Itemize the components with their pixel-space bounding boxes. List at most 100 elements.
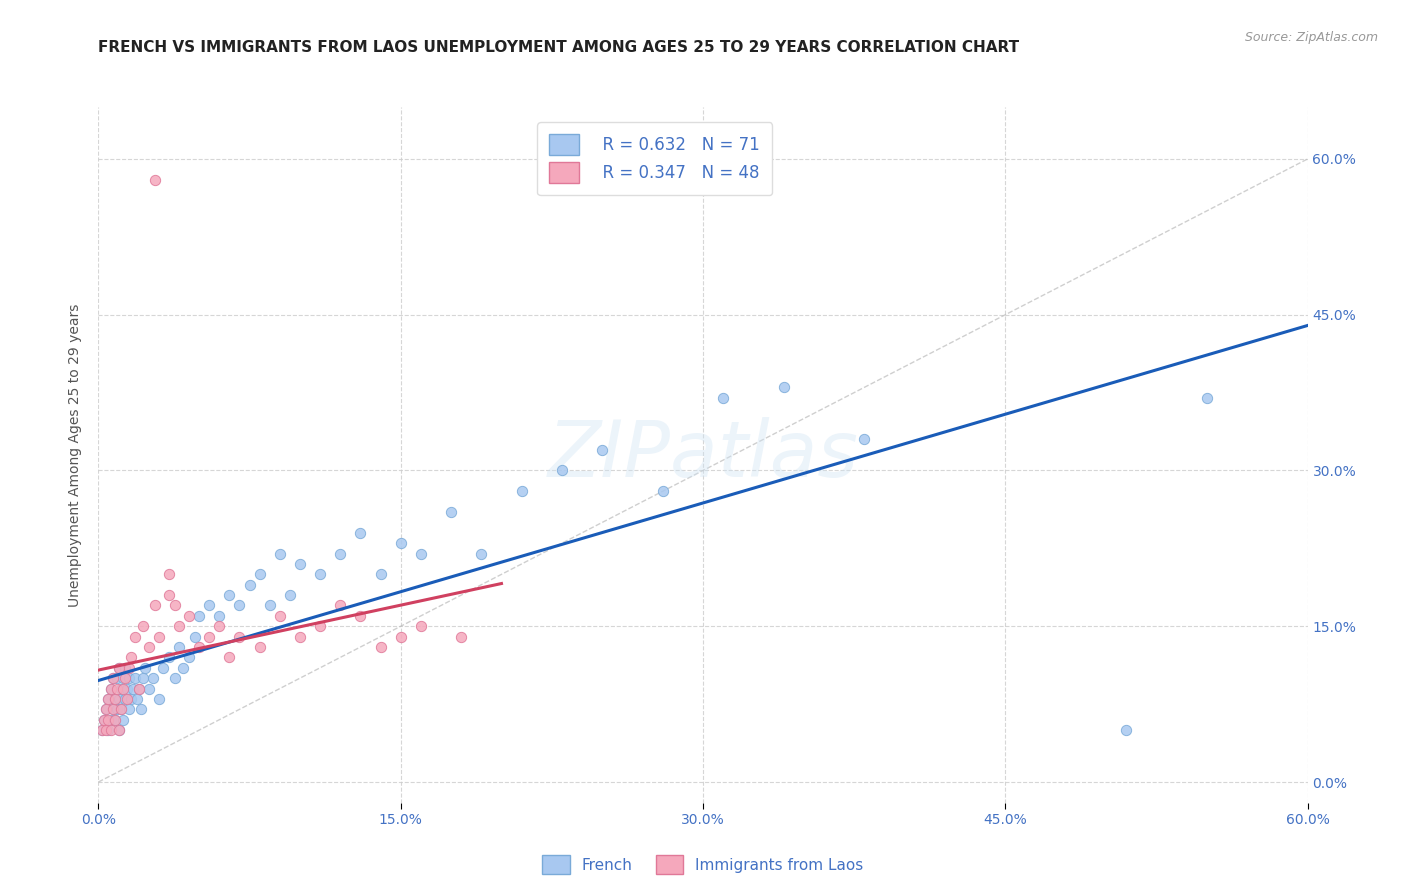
Point [121, 681, 143, 696]
Y-axis label: Unemployment Among Ages 25 to 29 years: Unemployment Among Ages 25 to 29 years [69, 303, 83, 607]
Point [288, 630, 311, 644]
Point [101, 671, 124, 685]
Point [107, 661, 129, 675]
Point [179, 608, 201, 623]
Point [103, 692, 125, 706]
Point [100, 723, 122, 738]
Point [188, 608, 211, 623]
Point [249, 640, 271, 654]
Point [269, 547, 291, 561]
Point [91, 723, 114, 738]
Point [591, 442, 613, 457]
Point [93, 713, 115, 727]
Point [198, 599, 221, 613]
Point [228, 599, 250, 613]
Point [97, 692, 120, 706]
Point [97, 723, 120, 738]
Point [309, 619, 332, 633]
Point [105, 671, 128, 685]
Point [107, 661, 129, 675]
Point [163, 671, 186, 685]
Point [218, 588, 240, 602]
Point [440, 505, 463, 519]
Point [100, 713, 122, 727]
Point [167, 619, 190, 633]
Point [118, 671, 141, 685]
Point [389, 536, 412, 550]
Point [128, 681, 150, 696]
Point [96, 702, 118, 716]
Point [97, 713, 120, 727]
Point [132, 671, 155, 685]
Point [93, 713, 115, 727]
Point [269, 608, 291, 623]
Point [711, 391, 734, 405]
Point [309, 567, 332, 582]
Point [148, 692, 170, 706]
Point [101, 702, 124, 716]
Point [188, 640, 211, 654]
Point [91, 723, 114, 738]
Point [198, 630, 221, 644]
Point [450, 630, 472, 644]
Point [329, 547, 352, 561]
Point [114, 692, 136, 706]
Point [107, 723, 129, 738]
Point [157, 567, 180, 582]
Point [96, 723, 118, 738]
Point [389, 630, 412, 644]
Point [111, 671, 134, 685]
Point [143, 599, 166, 613]
Point [138, 640, 160, 654]
Point [409, 619, 432, 633]
Point [103, 692, 125, 706]
Point [107, 723, 129, 738]
Point [157, 650, 180, 665]
Point [96, 702, 118, 716]
Point [101, 702, 124, 716]
Point [114, 671, 136, 685]
Point [105, 702, 128, 716]
Text: FRENCH VS IMMIGRANTS FROM LAOS UNEMPLOYMENT AMONG AGES 25 TO 29 YEARS CORRELATIO: FRENCH VS IMMIGRANTS FROM LAOS UNEMPLOYM… [98, 40, 1019, 55]
Point [111, 681, 134, 696]
Point [152, 661, 174, 675]
Legend: French, Immigrants from Laos: French, Immigrants from Laos [536, 849, 870, 880]
Point [134, 661, 156, 675]
Point [118, 661, 141, 675]
Text: Source: ZipAtlas.com: Source: ZipAtlas.com [1244, 31, 1378, 45]
Point [853, 433, 876, 447]
Point [124, 630, 146, 644]
Point [128, 681, 150, 696]
Point [143, 172, 166, 186]
Point [103, 713, 125, 727]
Legend:   R = 0.632   N = 71,   R = 0.347   N = 48: R = 0.632 N = 71, R = 0.347 N = 48 [537, 122, 772, 195]
Point [138, 681, 160, 696]
Point [288, 557, 311, 571]
Point [103, 713, 125, 727]
Point [142, 671, 165, 685]
Point [218, 650, 240, 665]
Point [125, 692, 148, 706]
Point [97, 692, 120, 706]
Point [208, 619, 231, 633]
Point [551, 463, 574, 477]
Point [349, 525, 371, 540]
Point [278, 588, 301, 602]
Point [370, 567, 392, 582]
Text: ZIPatlas: ZIPatlas [547, 417, 859, 493]
Point [184, 630, 207, 644]
Point [651, 484, 673, 499]
Point [132, 619, 155, 633]
Point [120, 650, 142, 665]
Point [239, 578, 262, 592]
Point [228, 630, 250, 644]
Point [100, 681, 122, 696]
Point [772, 380, 794, 394]
Point [105, 681, 128, 696]
Point [249, 567, 271, 582]
Point [124, 671, 146, 685]
Point [120, 692, 142, 706]
Point [179, 650, 201, 665]
Point [370, 640, 392, 654]
Point [110, 681, 132, 696]
